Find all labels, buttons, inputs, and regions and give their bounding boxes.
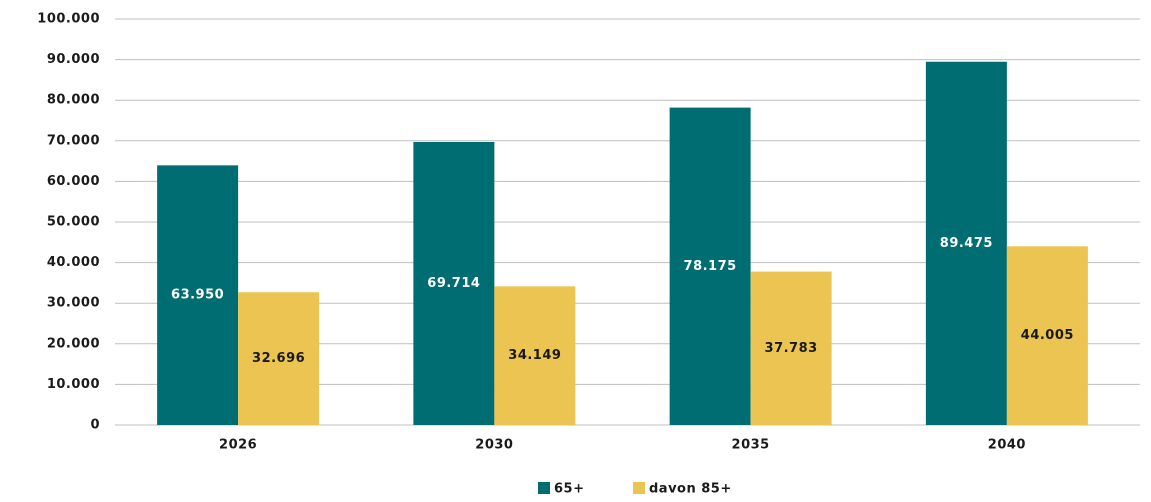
data-label: 89.475 bbox=[940, 236, 993, 251]
legend-swatch bbox=[633, 482, 645, 494]
legend-label: davon 85+ bbox=[649, 482, 732, 497]
bar bbox=[494, 286, 576, 425]
bar bbox=[1006, 246, 1088, 425]
data-label: 37.783 bbox=[765, 341, 818, 356]
y-tick-label: 50.000 bbox=[47, 215, 100, 230]
y-tick-label: 40.000 bbox=[47, 255, 100, 270]
y-tick-label: 80.000 bbox=[47, 93, 100, 108]
bar bbox=[413, 141, 495, 425]
data-label: 69.714 bbox=[427, 276, 480, 291]
bar bbox=[925, 61, 1007, 425]
y-tick-label: 90.000 bbox=[47, 52, 100, 67]
y-tick-label: 20.000 bbox=[47, 336, 100, 351]
y-tick-label: 10.000 bbox=[47, 377, 100, 392]
y-tick-label: 30.000 bbox=[47, 296, 100, 311]
legend-label: 65+ bbox=[554, 482, 584, 497]
x-tick-label: 2035 bbox=[732, 438, 770, 453]
x-tick-label: 2030 bbox=[475, 438, 513, 453]
legend-swatch bbox=[538, 482, 550, 494]
y-tick-label: 60.000 bbox=[47, 174, 100, 189]
data-label: 32.696 bbox=[252, 351, 305, 366]
y-tick-label: 70.000 bbox=[47, 133, 100, 148]
bar bbox=[669, 107, 751, 425]
y-tick-label: 0 bbox=[90, 418, 100, 433]
bar bbox=[157, 165, 239, 425]
data-label: 63.950 bbox=[171, 288, 224, 303]
x-tick-label: 2026 bbox=[219, 438, 257, 453]
bar bbox=[238, 292, 320, 425]
data-label: 78.175 bbox=[684, 259, 737, 274]
bar bbox=[750, 271, 832, 425]
data-label: 34.149 bbox=[508, 348, 561, 363]
x-tick-label: 2040 bbox=[988, 438, 1026, 453]
data-label: 44.005 bbox=[1021, 328, 1074, 343]
y-tick-label: 100.000 bbox=[37, 12, 100, 27]
